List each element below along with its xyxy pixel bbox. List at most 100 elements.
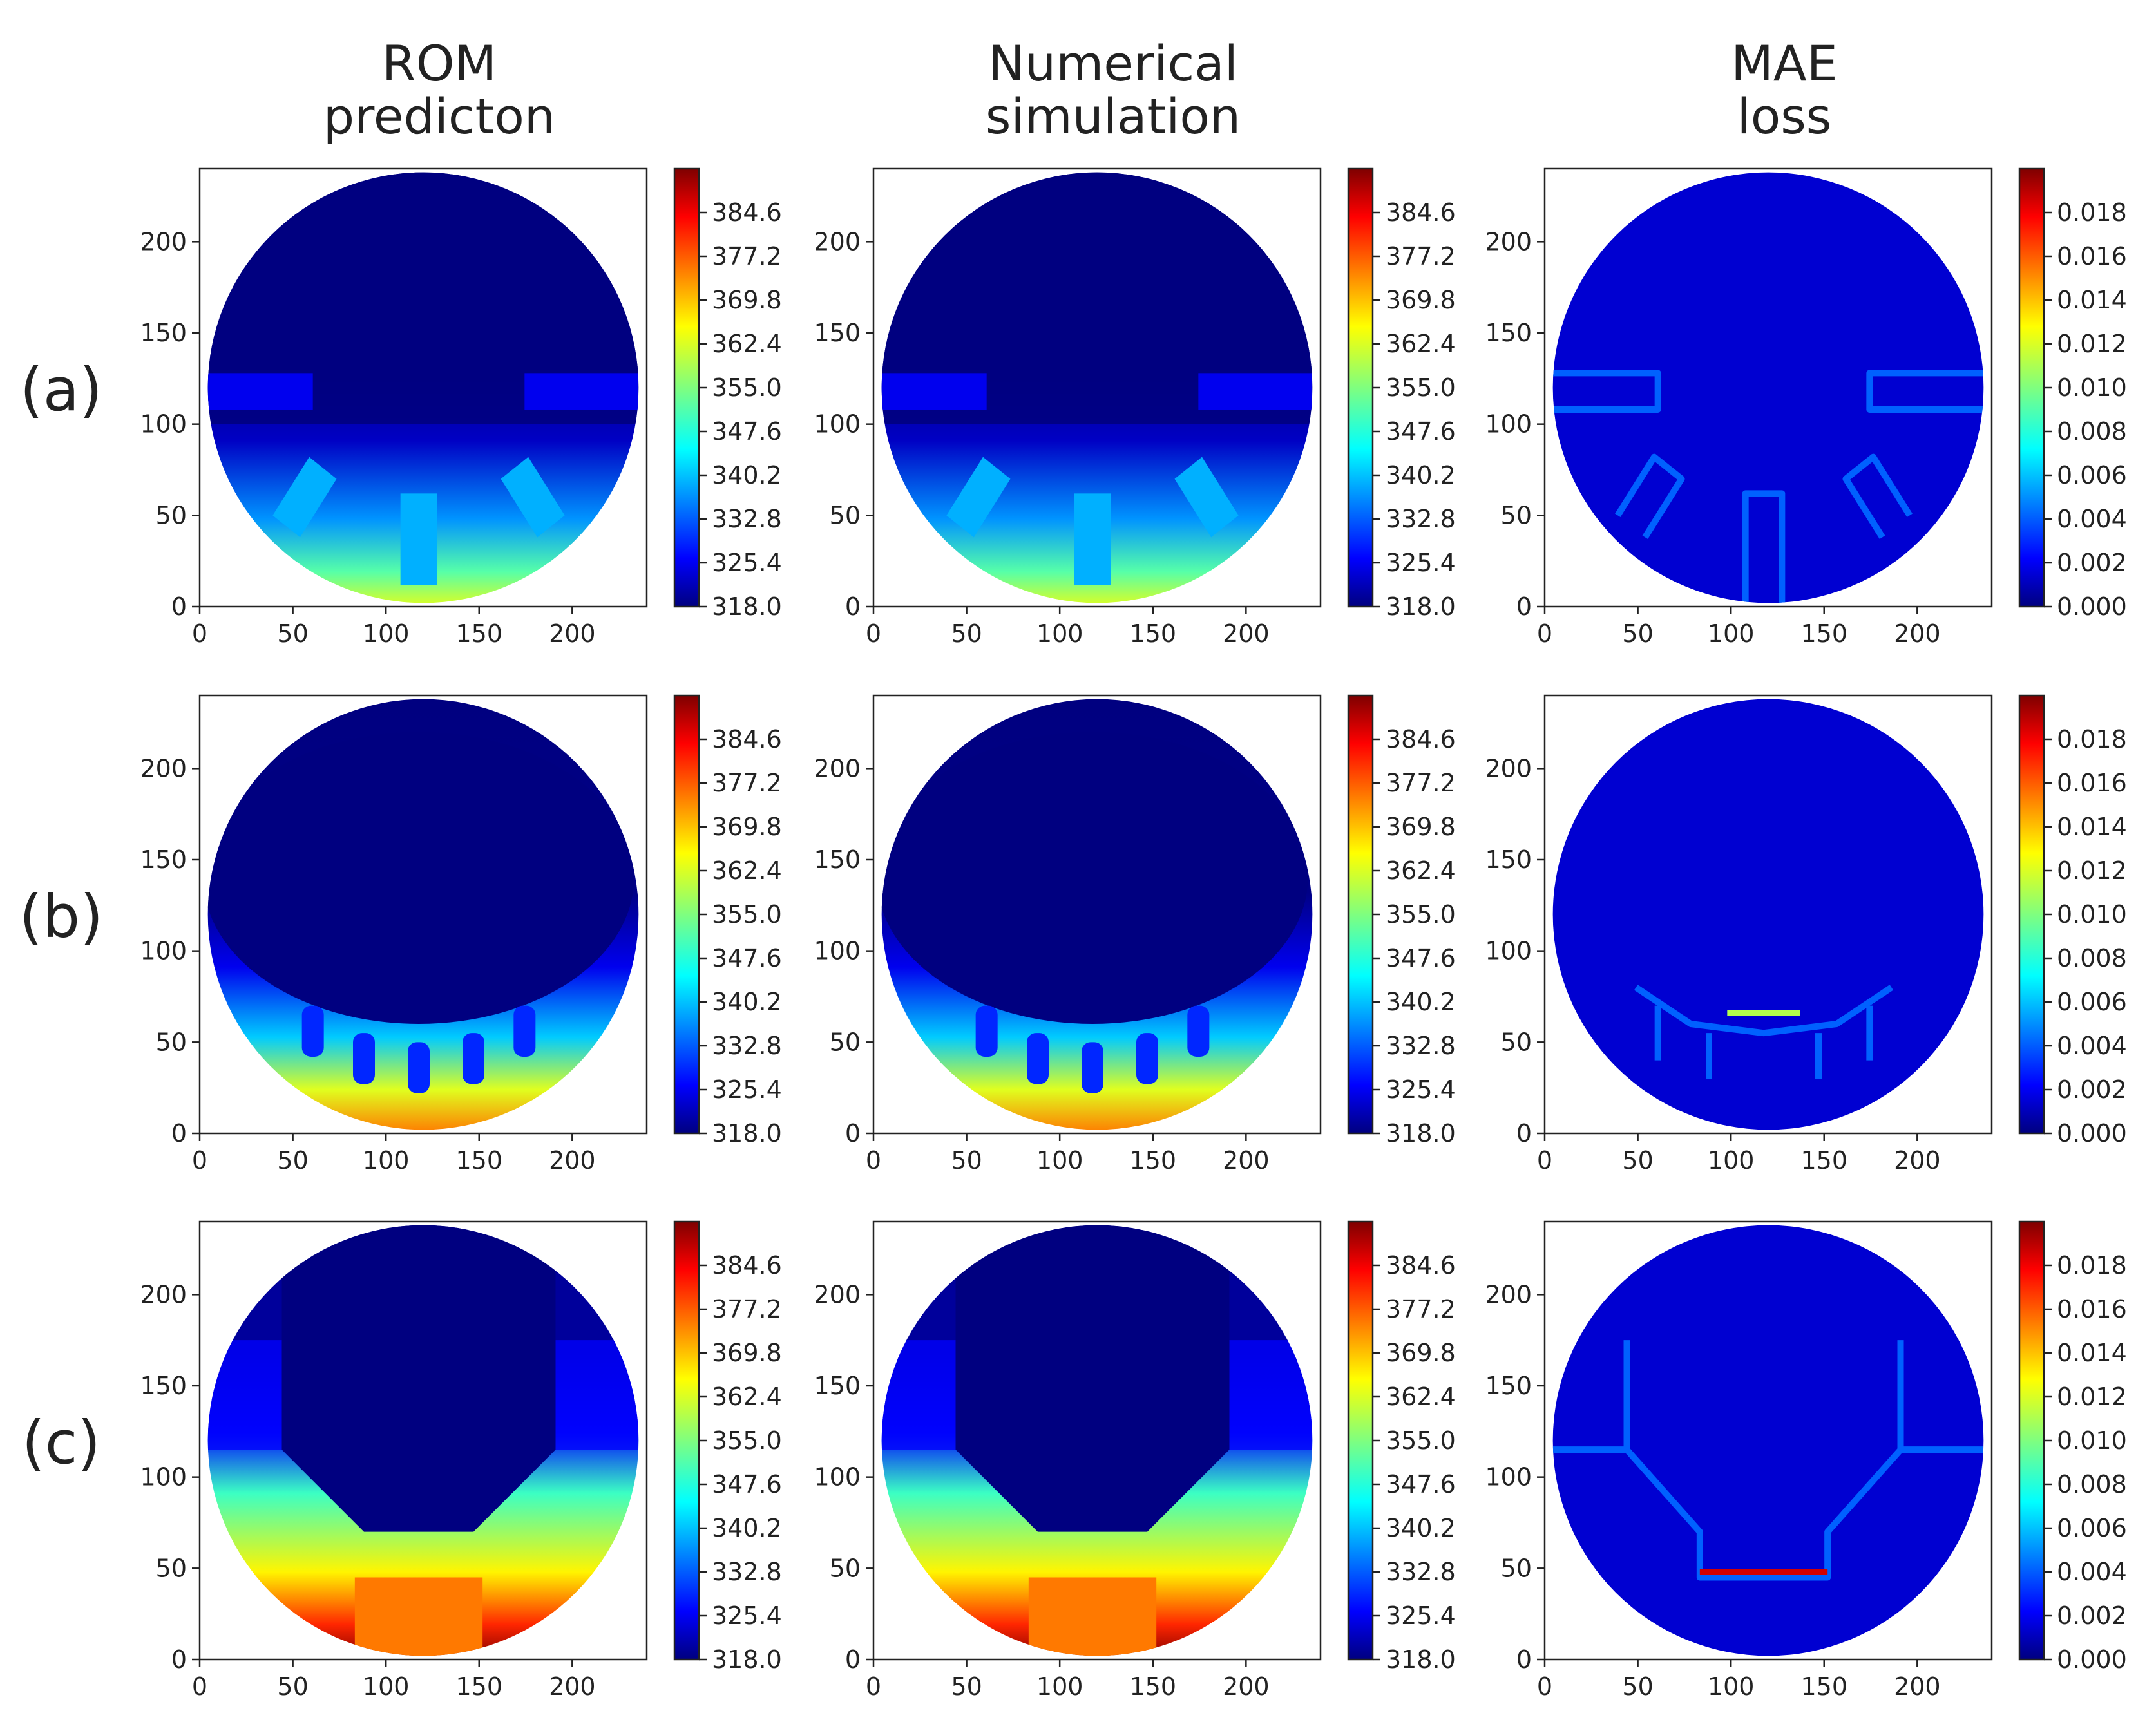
y-tick-label: 200 bbox=[1485, 1280, 1532, 1309]
panel-c-1: 0 50 100 150 200 0 50 100 150 200 318.0 325.4 332.8 3… bbox=[140, 1220, 782, 1701]
temperature-field bbox=[881, 172, 1313, 603]
field-background bbox=[1552, 1225, 1984, 1656]
panel-c-2: 0 50 100 150 200 0 50 100 150 200 318.0 325.4 332.8 3… bbox=[814, 1220, 1456, 1701]
x-tick-label: 50 bbox=[951, 1146, 982, 1175]
fin-gap-5 bbox=[513, 1005, 536, 1057]
colorbar-tick-label: 0.018 bbox=[2057, 725, 2127, 753]
x-tick-label: 200 bbox=[1894, 620, 1941, 648]
colorbar-tick-label: 0.012 bbox=[2057, 856, 2127, 885]
colorbar-tick-label: 347.6 bbox=[1386, 417, 1456, 446]
colorbar-tick-label: 384.6 bbox=[1386, 198, 1456, 227]
x-tick-label: 0 bbox=[866, 1672, 881, 1701]
y-tick-label: 150 bbox=[814, 1372, 861, 1400]
y-tick-label: 150 bbox=[814, 319, 861, 347]
axes-frame bbox=[872, 694, 1322, 1135]
x-tick-label: 100 bbox=[1708, 1146, 1755, 1175]
x-tick-label: 200 bbox=[1223, 1146, 1270, 1175]
fin-gap-2 bbox=[1027, 1033, 1049, 1084]
x-tick-label: 50 bbox=[277, 1146, 308, 1175]
x-tick-label: 150 bbox=[1800, 620, 1847, 648]
y-tick-label: 0 bbox=[1516, 592, 1532, 621]
y-tick-label: 50 bbox=[156, 1554, 187, 1582]
colorbar-tick-label: 332.8 bbox=[1386, 1558, 1456, 1586]
x-tick-label: 100 bbox=[363, 1672, 410, 1701]
x-tick-label: 0 bbox=[1537, 1672, 1552, 1701]
y-tick-label: 100 bbox=[1485, 1463, 1532, 1491]
colorbar-tick-label: 318.0 bbox=[1386, 1645, 1456, 1674]
fin-right bbox=[1174, 457, 1239, 538]
x-tick-label: 50 bbox=[1622, 1146, 1653, 1175]
colorbar-tick-label: 0.008 bbox=[2057, 944, 2127, 972]
colorbar-tick-label: 0.002 bbox=[2057, 1075, 2127, 1104]
y-tick-label: 150 bbox=[140, 846, 187, 874]
colorbar-tick-label: 362.4 bbox=[712, 330, 782, 358]
x-tick-label: 50 bbox=[951, 1672, 982, 1701]
column-title-3-line-1: MAE bbox=[1731, 35, 1838, 92]
y-tick-label: 200 bbox=[1485, 754, 1532, 782]
y-tick-label: 200 bbox=[814, 754, 861, 782]
colorbar-tick-label: 369.8 bbox=[712, 1339, 782, 1367]
y-tick-label: 50 bbox=[156, 1028, 187, 1056]
error-band-1 bbox=[1552, 1446, 1983, 1581]
colorbar-tick-label: 332.8 bbox=[712, 1558, 782, 1586]
axes-frame bbox=[872, 167, 1322, 608]
colorbar-tick-label: 0.014 bbox=[2057, 1339, 2127, 1367]
colorbar-tick-label: 0.012 bbox=[2057, 330, 2127, 358]
x-tick-label: 150 bbox=[455, 620, 502, 648]
slot-right bbox=[1198, 373, 1312, 410]
loss-colorbar bbox=[2018, 694, 2045, 1135]
colorbar-tick-label: 0.000 bbox=[2057, 592, 2127, 621]
panel-b-3: 0 50 100 150 200 0 50 100 150 200 0.000 0.002 0.004 0… bbox=[1485, 694, 2127, 1175]
column-title-1-line-1: ROM bbox=[382, 35, 497, 92]
colorbar-tick-label: 340.2 bbox=[712, 1514, 782, 1542]
fin-gap-2 bbox=[353, 1033, 375, 1084]
y-tick-label: 0 bbox=[845, 1645, 861, 1674]
y-tick-label: 200 bbox=[814, 227, 861, 256]
y-tick-label: 0 bbox=[171, 1119, 187, 1148]
x-tick-label: 200 bbox=[549, 1672, 596, 1701]
x-tick-label: 100 bbox=[1036, 620, 1083, 648]
y-tick-label: 200 bbox=[814, 1280, 861, 1309]
axes-frame bbox=[198, 1220, 648, 1661]
colorbar-tick-label: 355.0 bbox=[1386, 374, 1456, 402]
y-tick-label: 150 bbox=[1485, 1372, 1532, 1400]
panel-a-2: 0 50 100 150 200 0 50 100 150 200 318.0 325.4 332.8 3… bbox=[814, 167, 1456, 648]
colorbar-tick-label: 0.004 bbox=[2057, 1032, 2127, 1060]
colorbar-tick-label: 318.0 bbox=[712, 1645, 782, 1674]
row-label-c: (c) bbox=[22, 1408, 100, 1477]
fin-center bbox=[1074, 493, 1111, 585]
colorbar-tick-label: 332.8 bbox=[712, 505, 782, 533]
y-tick-label: 50 bbox=[156, 501, 187, 529]
colorbar-tick-label: 0.000 bbox=[2057, 1119, 2127, 1148]
colorbar-tick-label: 318.0 bbox=[712, 1119, 782, 1148]
side-zone-right bbox=[555, 1340, 638, 1450]
y-tick-label: 0 bbox=[845, 1119, 861, 1148]
x-tick-label: 100 bbox=[363, 1146, 410, 1175]
field-background bbox=[1552, 699, 1984, 1130]
colorbar-tick-label: 377.2 bbox=[1386, 769, 1456, 797]
colorbar-tick-label: 384.6 bbox=[712, 1251, 782, 1280]
y-tick-label: 100 bbox=[140, 937, 187, 965]
colorbar-tick-label: 377.2 bbox=[1386, 1295, 1456, 1323]
x-tick-label: 100 bbox=[1036, 1672, 1083, 1701]
colorbar-tick-label: 325.4 bbox=[1386, 1602, 1456, 1630]
axes-frame bbox=[872, 1220, 1322, 1661]
y-tick-label: 0 bbox=[171, 1645, 187, 1674]
colorbar-tick-label: 0.006 bbox=[2057, 1514, 2127, 1542]
x-tick-label: 200 bbox=[1223, 620, 1270, 648]
colorbar-tick-label: 340.2 bbox=[1386, 1514, 1456, 1542]
temperature-field bbox=[207, 172, 639, 603]
y-tick-label: 50 bbox=[1501, 501, 1532, 529]
colorbar-tick-label: 318.0 bbox=[712, 592, 782, 621]
slot-left bbox=[881, 373, 987, 410]
temperature-colorbar bbox=[1347, 1220, 1374, 1661]
y-tick-label: 0 bbox=[845, 592, 861, 621]
colorbar-tick-label: 0.010 bbox=[2057, 1426, 2127, 1455]
panel-b-1: 0 50 100 150 200 0 50 100 150 200 318.0 325.4 332.8 3… bbox=[140, 694, 782, 1175]
x-tick-label: 0 bbox=[192, 1672, 207, 1701]
colorbar-tick-label: 355.0 bbox=[712, 900, 782, 929]
loss-colorbar bbox=[2018, 1220, 2045, 1661]
y-tick-label: 150 bbox=[1485, 846, 1532, 874]
fin-center bbox=[400, 493, 437, 585]
colorbar-tick-label: 377.2 bbox=[712, 769, 782, 797]
